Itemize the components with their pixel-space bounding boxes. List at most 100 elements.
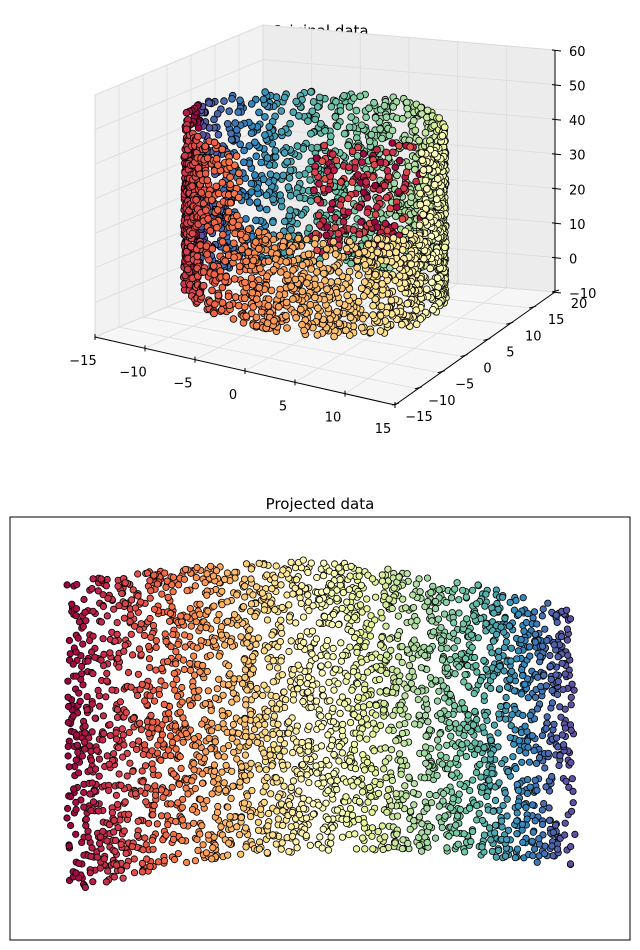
data-point-3d (345, 103, 354, 111)
data-point-projected (82, 815, 90, 823)
data-point-3d (435, 114, 444, 122)
z-tick-label: 40 (569, 114, 586, 129)
y-tick (391, 402, 400, 406)
data-point-projected (229, 782, 237, 790)
data-point-3d (242, 215, 250, 223)
y-tick-label: 5 (506, 345, 514, 360)
data-point-projected (539, 605, 547, 613)
y-tick (460, 354, 468, 358)
data-point-projected (238, 763, 246, 771)
data-point-projected (487, 836, 495, 844)
data-point-3d (328, 199, 337, 208)
data-point-3d (421, 129, 430, 137)
data-point-3d (188, 182, 197, 190)
data-point-3d (422, 285, 431, 294)
data-point-3d (355, 203, 364, 212)
data-point-3d (323, 223, 332, 231)
data-point-projected (450, 702, 459, 710)
data-point-3d (283, 271, 291, 279)
data-point-3d (409, 116, 418, 125)
data-point-projected (149, 765, 157, 773)
data-point-3d (307, 88, 315, 96)
data-point-projected (564, 651, 572, 659)
original-data-3d-plot: Original data −15−10−5051015−15−10−50510… (69, 22, 596, 437)
data-point-projected (219, 691, 227, 699)
data-point-projected (73, 580, 81, 589)
data-point-projected (503, 683, 512, 691)
data-point-3d (332, 156, 341, 165)
data-point-3d (225, 158, 234, 166)
data-point-projected (75, 618, 84, 626)
data-point-projected (518, 666, 526, 674)
y-tick-label: 15 (548, 313, 565, 328)
data-point-3d (323, 167, 332, 176)
data-point-projected (368, 808, 376, 816)
data-point-projected (183, 613, 191, 621)
data-point-projected (151, 782, 159, 790)
data-point-3d (285, 174, 294, 182)
data-point-3d (419, 166, 428, 174)
data-point-3d (229, 315, 238, 323)
data-point-3d (201, 142, 210, 151)
data-point-projected (130, 855, 138, 863)
data-point-3d (234, 221, 243, 230)
data-point-3d (236, 96, 244, 105)
data-point-projected (276, 752, 284, 760)
data-point-projected (172, 745, 180, 753)
data-point-projected (263, 616, 272, 624)
data-point-3d (302, 235, 311, 244)
grid-line (118, 326, 418, 390)
data-point-projected (64, 742, 72, 751)
data-point-projected (447, 732, 455, 740)
data-point-projected (370, 747, 378, 755)
data-point-3d (203, 176, 212, 185)
data-point-3d (412, 177, 420, 186)
data-point-projected (383, 687, 391, 695)
data-point-3d (319, 269, 328, 278)
data-point-projected (121, 641, 129, 649)
x-tick-label: 15 (375, 422, 392, 437)
data-point-3d (205, 99, 213, 107)
data-point-projected (256, 805, 265, 813)
data-point-3d (247, 188, 256, 196)
data-point-3d (184, 265, 192, 274)
data-point-3d (218, 178, 227, 187)
data-point-3d (378, 134, 386, 143)
data-point-projected (330, 769, 338, 778)
data-point-3d (345, 237, 354, 246)
data-point-projected (192, 573, 200, 582)
data-point-projected (176, 753, 184, 761)
data-point-projected (503, 812, 511, 820)
data-point-projected (518, 758, 526, 766)
data-point-3d (259, 175, 268, 184)
data-point-projected (545, 804, 553, 812)
y-tick-label: −10 (428, 394, 455, 409)
data-point-projected (453, 579, 461, 587)
data-point-projected (318, 685, 326, 694)
data-point-projected (394, 653, 403, 661)
data-point-3d (365, 137, 374, 146)
data-point-3d (389, 234, 398, 242)
data-point-projected (315, 596, 324, 604)
data-point-projected (263, 848, 271, 857)
data-point-3d (348, 178, 357, 186)
data-point-projected (253, 583, 261, 591)
data-point-3d (210, 115, 218, 124)
data-point-projected (280, 782, 288, 790)
data-point-3d (357, 323, 366, 332)
data-point-3d (210, 309, 218, 318)
data-point-3d (247, 179, 256, 188)
data-point-3d (235, 169, 243, 178)
data-point-projected (139, 778, 147, 786)
data-point-projected (455, 609, 463, 617)
data-point-projected (528, 801, 537, 809)
data-point-3d (214, 189, 223, 198)
data-point-projected (493, 599, 501, 608)
data-point-projected (431, 597, 440, 606)
data-point-3d (222, 244, 231, 253)
data-point-3d (329, 150, 337, 159)
data-point-projected (287, 558, 295, 566)
data-point-projected (361, 845, 369, 853)
data-point-projected (524, 609, 532, 618)
